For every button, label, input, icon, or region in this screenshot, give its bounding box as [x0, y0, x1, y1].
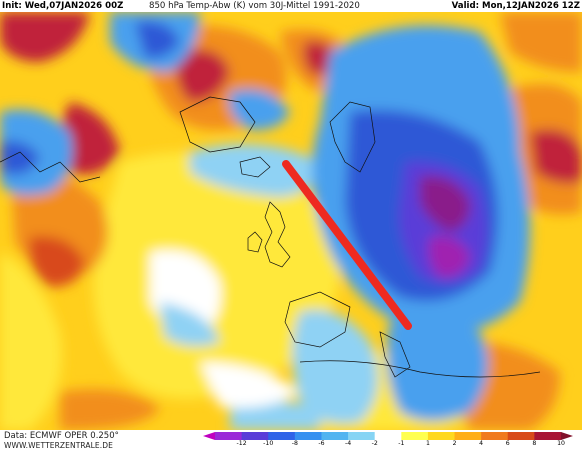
legend-cell [374, 432, 402, 440]
valid-time: Valid: Mon,12JAN2026 12Z [451, 1, 580, 11]
extreme-cold-core-north [420, 176, 470, 232]
legend-tick-label: 1 [425, 440, 430, 447]
legend-left-arrow [203, 432, 215, 440]
legend-cell [348, 432, 376, 440]
data-source: Data: ECMWF OPER 0.250° [4, 431, 119, 441]
legend-cell [427, 432, 456, 440]
legend-tick-label: 4 [479, 440, 484, 447]
very-hot-zone-greenland [176, 49, 230, 102]
coast-canada [0, 151, 101, 183]
coast-north-africa [299, 360, 541, 378]
hot-zone-ne [500, 12, 582, 72]
coast-iceland [239, 156, 271, 178]
coast-ireland [247, 231, 263, 253]
cool-zone-north-atlantic [190, 144, 320, 197]
legend-tick-label: 8 [532, 440, 537, 447]
legend-cell [507, 432, 535, 440]
legend-cell [215, 432, 243, 440]
extreme-cold-core-south [428, 236, 470, 278]
legend-cell [401, 432, 429, 440]
coast-iberia [284, 291, 351, 348]
cool-zone-africa [230, 400, 320, 430]
color-legend-bar [203, 432, 573, 440]
very-hot-zone-nw [0, 12, 90, 62]
map-footer: Data: ECMWF OPER 0.250° WWW.WETTERZENTRA… [0, 430, 582, 450]
legend-cells [215, 432, 562, 440]
coast-italy [379, 331, 411, 378]
cool-zone-atlantic-south [160, 302, 220, 346]
legend-tick-label: -2 [371, 440, 378, 447]
legend-tick-label: -12 [236, 440, 247, 447]
weather-map [0, 12, 582, 430]
coastlines [0, 96, 541, 378]
legend-cell [268, 432, 296, 440]
coast-scandinavia [329, 101, 376, 173]
chart-title: 850 hPa Temp-Abw (K) vom 30J-Mittel 1991… [149, 1, 360, 11]
legend-cell [241, 432, 269, 440]
colder-zone-north-greenland [135, 21, 180, 58]
legend-tick-label: -1 [398, 440, 405, 447]
coast-britain [264, 201, 291, 268]
legend-tick-label: 2 [452, 440, 457, 447]
very-hot-zone-canada [60, 102, 120, 175]
very-hot-zone-east [530, 129, 582, 184]
cool-zone-iberia [292, 310, 378, 424]
legend-cell [294, 432, 322, 440]
yellow-zone-atlantic [93, 152, 340, 399]
colder-zone-west [0, 141, 40, 175]
legend-cell [534, 432, 562, 440]
anomaly-field [0, 12, 582, 430]
legend-tick-label: 6 [505, 440, 510, 447]
legend-tick-label: -10 [263, 440, 274, 447]
yellow-zone-west [0, 252, 62, 430]
legend-tick-label: -4 [344, 440, 352, 447]
legend-cell [481, 432, 509, 440]
legend-cell [454, 432, 482, 440]
legend-tick-label: 10 [557, 440, 565, 447]
website: WWW.WETTERZENTRALE.DE [4, 441, 113, 450]
hot-zone-sw [60, 389, 160, 430]
legend-ticks: -12-10-8-6-4-2-1124681012 [203, 440, 573, 449]
red-slash-line [282, 160, 412, 330]
init-time: Init: Wed,07JAN2026 00Z [2, 1, 124, 11]
map-header: Init: Wed,07JAN2026 00Z 850 hPa Temp-Abw… [0, 0, 582, 12]
cold-zone-iceland [229, 89, 290, 131]
very-hot-zone-west [29, 236, 85, 287]
legend-tick-label: -8 [291, 440, 298, 447]
cold-zone-med [386, 318, 488, 421]
legend-right-arrow [561, 432, 573, 440]
legend-cell [321, 432, 349, 440]
coast-greenland-south [179, 96, 256, 153]
legend-tick-label: -6 [318, 440, 325, 447]
neutral-zone-south [200, 362, 300, 408]
